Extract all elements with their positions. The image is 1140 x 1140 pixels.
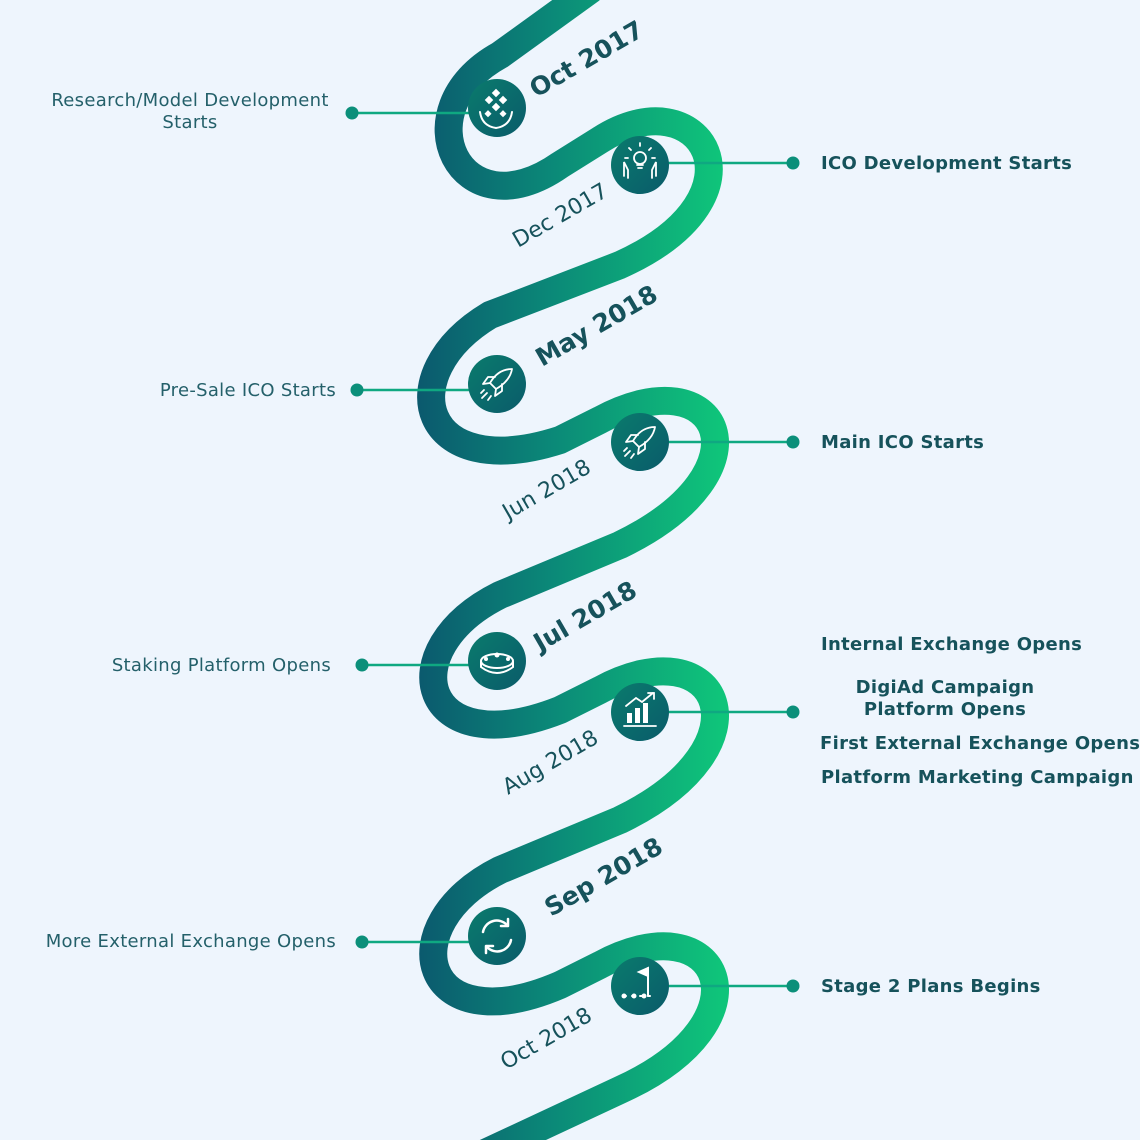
connector-dot [786, 156, 800, 170]
plant-hands-icon [479, 88, 513, 130]
rocket-icon [480, 368, 513, 401]
milestone-node-may-2018 [468, 355, 526, 413]
connector-dot [355, 935, 369, 949]
milestone-node-jun-2018 [611, 413, 669, 471]
connector-dot [786, 979, 800, 993]
milestone-label-more-external-exchange: More External Exchange Opens [45, 931, 336, 952]
milestone-node-jul-2018 [468, 632, 526, 690]
milestone-node-oct-2018 [611, 957, 669, 1015]
connectors [352, 111, 793, 988]
milestone-node-oct-2017 [468, 79, 526, 137]
flag-goal-icon [621, 966, 657, 999]
milestone-label-first-external-exchange: First External Exchange Opens [820, 733, 1140, 754]
milestone-label-stage-2: Stage 2 Plans Begins [821, 976, 1041, 997]
milestone-node-aug-2018 [611, 683, 669, 741]
milestone-node-dec-2017 [611, 136, 669, 194]
connector-dot [350, 383, 364, 397]
coin-stack-icon [480, 652, 514, 674]
milestone-node-sep-2018 [468, 907, 526, 965]
rocket-icon [623, 426, 656, 459]
connector-dot [355, 658, 369, 672]
milestone-label-internal-exchange: Internal Exchange Opens [821, 634, 1083, 655]
timeline-track [417, 0, 729, 1140]
milestone-label-staking: Staking Platform Opens [111, 655, 331, 676]
refresh-arrows-icon [481, 917, 513, 955]
connector-dot [786, 705, 800, 719]
milestone-label-main-ico: Main ICO Starts [821, 432, 985, 453]
milestone-label-digiad-platform: DigiAd Campaign Platform Opens [855, 677, 1035, 720]
milestone-label-marketing-campaign: Platform Marketing Campaign [821, 767, 1134, 788]
milestone-label-research: Research/Model Development Starts [51, 90, 329, 133]
connector-dots [345, 106, 800, 993]
connector-dot [345, 106, 359, 120]
milestone-label-ico-development: ICO Development Starts [821, 153, 1073, 174]
idea-hands-icon [623, 142, 657, 179]
milestone-label-pre-sale: Pre-Sale ICO Starts [159, 380, 336, 401]
growth-chart-icon [623, 692, 657, 727]
connector-dot [786, 435, 800, 449]
date-label-jun-2018: Jun 2018 [497, 455, 596, 526]
